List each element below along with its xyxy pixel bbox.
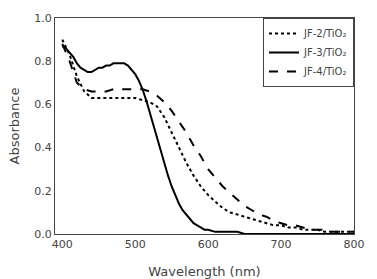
svg-text:JF-2/TiO₂: JF-2/TiO₂	[303, 28, 347, 39]
svg-text:1.0: 1.0	[34, 12, 52, 25]
svg-text:Absorbance: Absorbance	[7, 88, 22, 165]
svg-text:0.8: 0.8	[34, 55, 52, 68]
svg-text:800: 800	[344, 238, 365, 251]
svg-text:0.4: 0.4	[34, 141, 52, 154]
svg-text:0.2: 0.2	[34, 185, 52, 198]
svg-text:500: 500	[125, 238, 146, 251]
svg-text:0.0: 0.0	[34, 228, 52, 241]
svg-text:0.6: 0.6	[34, 98, 52, 111]
svg-text:Wavelength (nm): Wavelength (nm)	[148, 264, 260, 279]
svg-text:JF-3/TiO₂: JF-3/TiO₂	[303, 47, 347, 58]
svg-text:600: 600	[198, 238, 219, 251]
svg-text:700: 700	[271, 238, 292, 251]
svg-text:JF-4/TiO₂: JF-4/TiO₂	[303, 66, 347, 77]
svg-text:400: 400	[52, 238, 73, 251]
